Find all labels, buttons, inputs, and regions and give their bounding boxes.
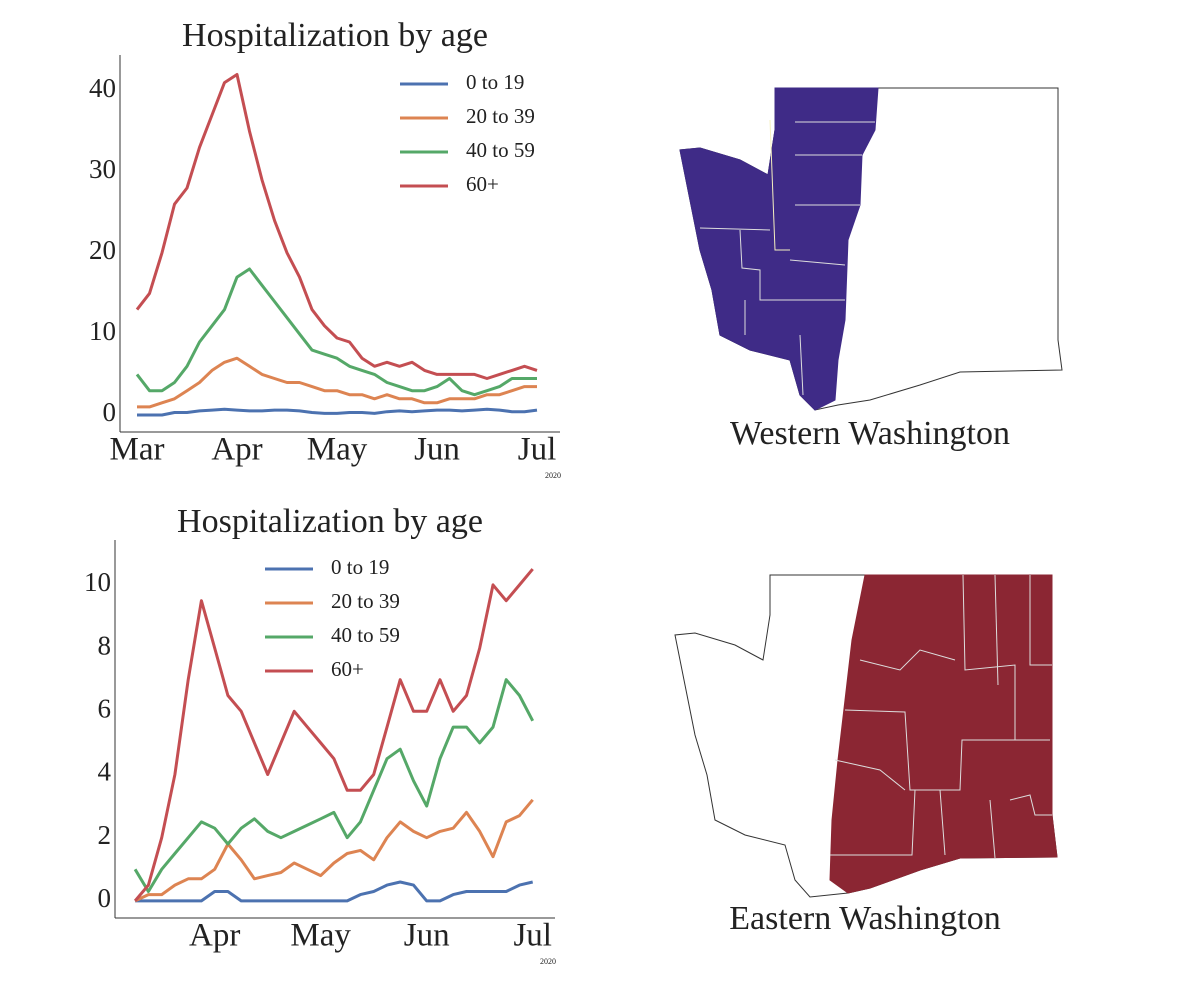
y-tick-label: 10	[84, 567, 111, 597]
y-tick-label: 6	[98, 694, 112, 724]
western-map	[679, 87, 1063, 411]
series-line	[135, 73, 538, 380]
legend-label: 60+	[466, 172, 499, 196]
series-line	[133, 568, 534, 902]
series-line	[135, 880, 534, 903]
county-lines	[699, 119, 875, 396]
y-tick-label: 2	[98, 820, 112, 850]
chart-title: Hospitalization by age	[182, 17, 488, 54]
y-tick-label: 0	[98, 883, 112, 913]
legend-label: 20 to 39	[466, 104, 535, 128]
y-tick-label: 40	[89, 73, 116, 103]
x-tick-label: Jun	[404, 918, 450, 954]
x-tick-label: Apr	[189, 918, 240, 954]
x-tick-label: Apr	[211, 432, 262, 468]
legend-label: 40 to 59	[331, 623, 400, 647]
map-label: Western Washington	[730, 415, 1010, 452]
county-lines	[830, 574, 1052, 859]
western-region	[679, 87, 879, 411]
chart-title: Hospitalization by age	[177, 503, 483, 540]
x-tick-label: Jul	[518, 432, 557, 468]
legend-label: 40 to 59	[466, 138, 535, 162]
x-tick-label: Jun	[414, 432, 460, 468]
y-tick-label: 20	[89, 235, 116, 265]
x-tick-label: May	[307, 432, 368, 468]
legend-label: 0 to 19	[331, 555, 389, 579]
y-tick-label: 4	[98, 757, 112, 787]
map-label: Eastern Washington	[729, 900, 1000, 937]
legend-label: 0 to 19	[466, 70, 524, 94]
y-tick-label: 10	[89, 316, 116, 346]
legend-label: 20 to 39	[331, 589, 400, 613]
x-tick-label: May	[290, 918, 351, 954]
y-tick-label: 8	[98, 630, 112, 660]
x-tick-label: Jul	[513, 918, 552, 954]
series-line	[137, 356, 537, 409]
x-annotation: 2020	[545, 471, 561, 480]
x-tick-label: Mar	[110, 432, 165, 468]
y-tick-label: 30	[89, 154, 116, 184]
series-line	[137, 407, 538, 417]
legend-label: 60+	[331, 657, 364, 681]
series-line	[135, 267, 537, 397]
series-line	[134, 798, 534, 903]
series-line	[133, 678, 535, 893]
x-annotation: 2020	[540, 957, 556, 966]
eastern-map	[674, 574, 1058, 898]
y-tick-label: 0	[103, 397, 117, 427]
eastern-region	[829, 574, 1058, 894]
